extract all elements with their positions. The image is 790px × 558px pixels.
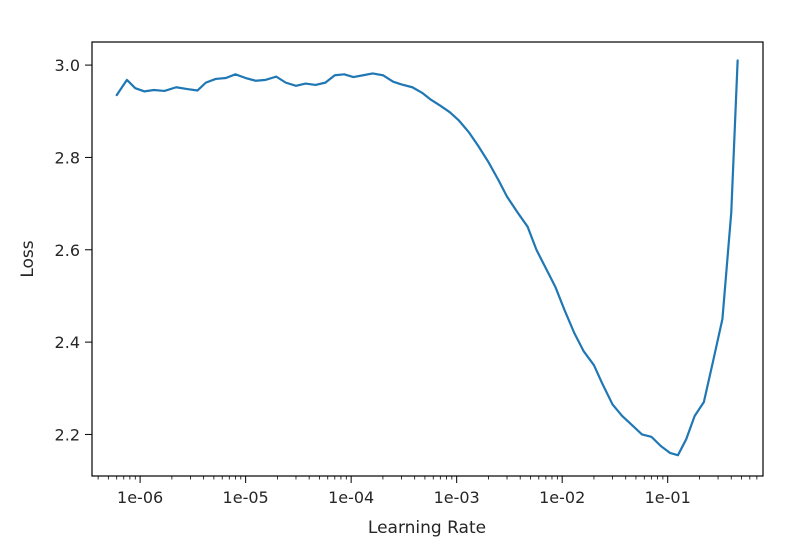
- x-tick-label: 1e-05: [223, 488, 269, 507]
- plot-marks: 1e-06 1e-05 1e-04 1e-03 1e-02 1e-01 2.2 2.4 2.6 2…: [55, 56, 758, 507]
- x-tick-label: 1e-06: [117, 488, 163, 507]
- y-tick-label: 3.0: [55, 56, 80, 75]
- y-tick-label: 2.8: [55, 148, 80, 167]
- x-tick-label: 1e-04: [328, 488, 374, 507]
- x-tick-label: 1e-02: [539, 488, 585, 507]
- loss-curve: [115, 59, 739, 457]
- x-tick-label: 1e-03: [434, 488, 480, 507]
- y-tick-label: 2.4: [55, 333, 80, 352]
- x-axis-title: Learning Rate: [368, 518, 486, 538]
- x-tick-label: 1e-01: [645, 488, 691, 507]
- y-axis-title: Loss: [18, 240, 38, 277]
- plot-frame: [91, 41, 764, 477]
- y-tick-label: 2.2: [55, 425, 80, 444]
- y-tick-label: 2.6: [55, 241, 80, 260]
